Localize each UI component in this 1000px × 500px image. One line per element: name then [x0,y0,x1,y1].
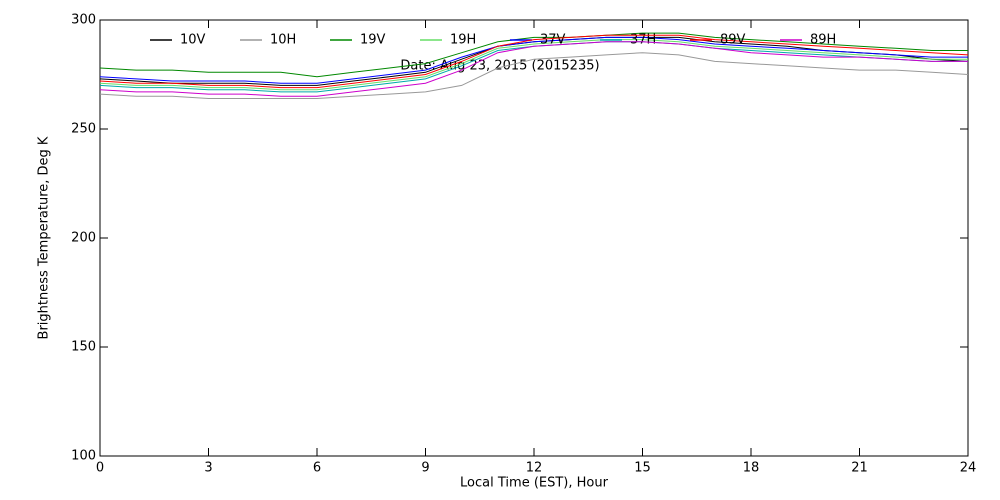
series-line [99,41,968,97]
legend-label: 19H [450,33,476,48]
x-tick-label: 21 [851,461,868,476]
legend-label: 19V [360,33,386,48]
x-axis-label: Local Time (EST), Hour [460,476,609,491]
annotation: Date: Aug 23, 2015 (2015235) [400,59,599,74]
legend-label: 37H [630,33,656,48]
y-tick-label: 100 [71,449,96,464]
series-line [99,39,968,91]
x-tick-label: 0 [96,461,104,476]
legend-label: 37V [540,33,566,48]
x-tick-label: 15 [634,461,651,476]
y-tick-label: 300 [71,13,96,28]
x-tick-label: 18 [743,461,760,476]
x-tick-label: 3 [204,461,212,476]
series-line [99,36,968,84]
x-tick-label: 9 [421,461,429,476]
legend-label: 10V [180,33,206,48]
legend-label: 89H [810,33,836,48]
x-tick-label: 24 [960,461,977,476]
y-tick-label: 150 [71,340,96,355]
y-tick-label: 200 [71,231,96,246]
legend-label: 89V [720,33,746,48]
x-tick-label: 12 [526,461,543,476]
series-line [99,52,969,99]
series-line [99,34,969,89]
x-tick-label: 6 [313,461,321,476]
y-axis-label: Brightness Temperature, Deg K [37,136,52,339]
y-tick-label: 250 [71,122,96,137]
legend-label: 10H [270,33,296,48]
series-line [99,32,968,78]
